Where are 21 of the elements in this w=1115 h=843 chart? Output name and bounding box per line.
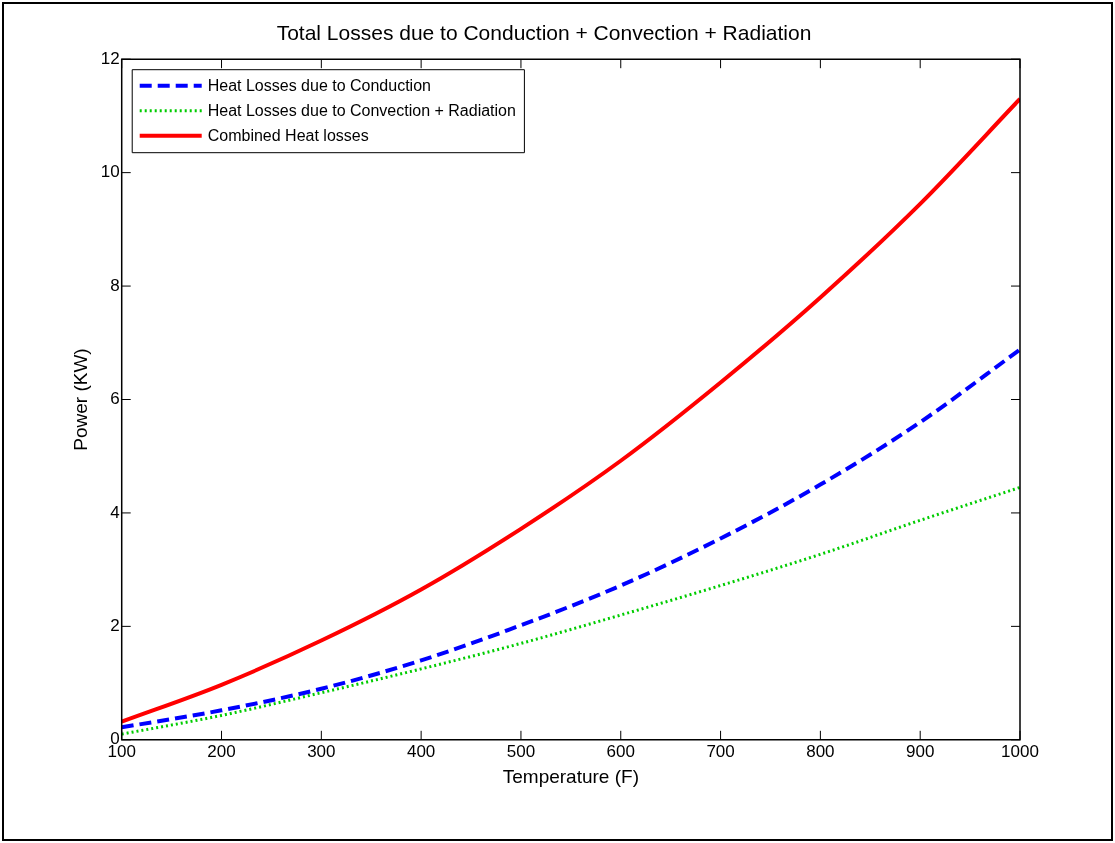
x-tick-label: 500 [506, 741, 536, 761]
y-axis-title: Power (KW) [69, 348, 91, 451]
x-axis-title: Temperature (F) [502, 765, 639, 787]
x-tick-label: 300 [307, 741, 336, 761]
legend-label: Heat Losses due to Convection + Radiation [207, 102, 516, 120]
y-tick-label: 6 [110, 389, 120, 409]
legend-label: Combined Heat losses [207, 127, 369, 145]
x-tick-label: 900 [906, 741, 935, 761]
y-tick-label: 4 [110, 502, 120, 522]
x-tick-label: 1000 [1001, 741, 1039, 761]
x-tick-label: 200 [207, 741, 236, 761]
x-tick-label: 600 [606, 741, 635, 761]
y-tick-label: 12 [100, 48, 120, 68]
y-tick-label: 8 [110, 275, 120, 295]
x-tick-label: 800 [806, 741, 835, 761]
legend-label: Heat Losses due to Conduction [207, 77, 431, 95]
y-tick-label: 2 [110, 616, 120, 636]
y-tick-label: 10 [100, 162, 120, 182]
chart-title: Total Losses due to Conduction + Convection + Radiation [276, 21, 812, 45]
x-tick-label: 700 [706, 741, 735, 761]
x-tick-label: 400 [406, 741, 436, 761]
